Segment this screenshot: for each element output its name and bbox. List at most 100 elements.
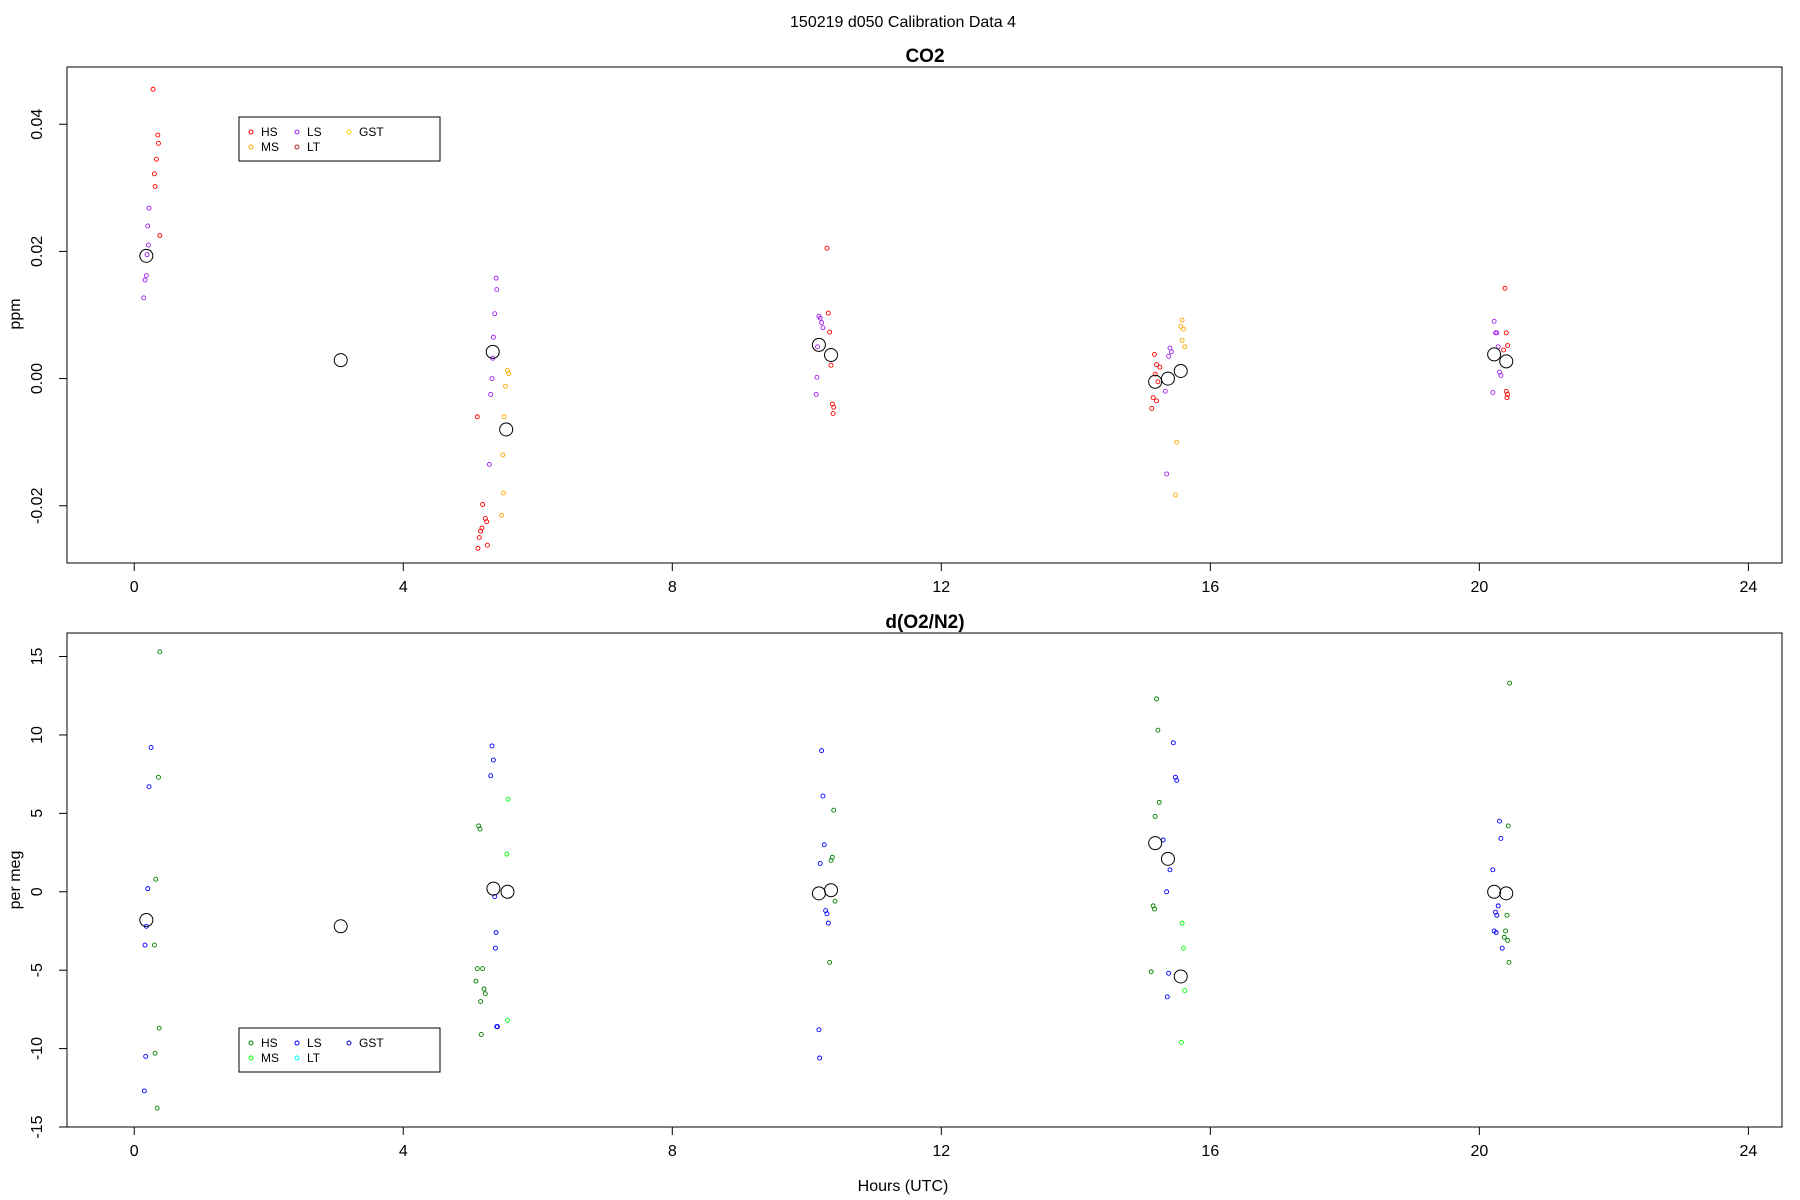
- data-point: [501, 414, 507, 420]
- data-point: [817, 315, 823, 321]
- data-point: [1164, 471, 1170, 477]
- data-point: [153, 156, 159, 162]
- data-point: [825, 310, 831, 316]
- data-point: [1505, 823, 1511, 829]
- data-point: [474, 966, 480, 972]
- data-point: [832, 898, 838, 904]
- data-point: [830, 411, 836, 417]
- data-point: [482, 991, 488, 997]
- legend-label-lt: LT: [307, 1051, 321, 1065]
- data-point: [473, 978, 479, 984]
- y-tick-label: 10: [29, 726, 46, 744]
- data-point: [1505, 343, 1511, 348]
- co2-panel-title: CO2: [905, 46, 944, 67]
- legend-marker: [294, 1040, 300, 1046]
- x-tick-label: 8: [668, 579, 677, 596]
- data-point: [1179, 317, 1185, 323]
- mean-point: [486, 881, 501, 896]
- data-point: [1168, 349, 1174, 355]
- legend-label-hs: HS: [261, 125, 278, 139]
- data-point: [1491, 318, 1497, 324]
- series-hs: [151, 649, 1513, 1111]
- data-point: [1504, 912, 1510, 918]
- data-point: [1149, 406, 1155, 411]
- data-point: [152, 1050, 158, 1056]
- data-point: [480, 966, 486, 972]
- series-ls: [141, 205, 1504, 477]
- data-point: [1166, 353, 1172, 359]
- data-point: [488, 392, 494, 397]
- mean-point: [485, 344, 500, 359]
- data-point: [474, 414, 480, 420]
- mean-point: [1487, 884, 1502, 899]
- data-point: [1167, 867, 1173, 873]
- data-point: [1152, 371, 1158, 377]
- data-point: [1502, 285, 1508, 291]
- data-point: [1164, 994, 1170, 1000]
- data-point: [475, 545, 481, 551]
- data-point: [1164, 889, 1170, 895]
- y-tick-label: -5: [29, 963, 46, 977]
- data-point: [1150, 395, 1156, 401]
- data-point: [813, 392, 819, 397]
- legend-label-ms: MS: [261, 1051, 279, 1065]
- x-tick-label: 16: [1201, 579, 1219, 596]
- mean-point: [1499, 886, 1514, 901]
- mean-point: [1148, 374, 1163, 389]
- data-point: [1152, 906, 1157, 912]
- data-point: [501, 490, 506, 496]
- mean-point: [811, 337, 826, 352]
- data-point: [831, 404, 837, 410]
- data-point: [1154, 362, 1159, 368]
- mean-point: [1160, 371, 1175, 386]
- data-point: [156, 140, 161, 146]
- legend-box: [238, 1027, 441, 1073]
- data-point: [156, 1025, 162, 1031]
- data-point: [157, 233, 163, 238]
- x-tick-label: 24: [1739, 1143, 1757, 1160]
- data-point: [1174, 439, 1180, 445]
- plot-frame: [66, 66, 1783, 564]
- data-point: [157, 649, 163, 655]
- data-point: [505, 1017, 510, 1023]
- data-point: [825, 920, 831, 926]
- data-point: [499, 512, 504, 518]
- legend-label-lt: LT: [307, 140, 321, 154]
- legend-marker: [294, 1055, 300, 1061]
- y-tick-label: -0.02: [29, 487, 46, 524]
- data-point: [490, 334, 496, 340]
- mean-point: [811, 886, 826, 901]
- data-point: [492, 311, 498, 317]
- data-point: [484, 519, 490, 525]
- data-point: [492, 894, 498, 899]
- mean-point: [1487, 347, 1502, 362]
- x-tick-label: 20: [1470, 579, 1488, 596]
- data-point: [141, 295, 147, 301]
- data-point: [480, 502, 486, 507]
- data-point: [815, 344, 821, 350]
- data-point: [1506, 959, 1512, 965]
- data-point: [1501, 347, 1507, 353]
- data-point: [831, 807, 837, 813]
- data-point: [476, 535, 482, 541]
- data-point: [1503, 330, 1509, 336]
- y-tick-label: -15: [29, 1115, 46, 1138]
- o2n2-panel-title: d(O2/N2): [885, 612, 964, 633]
- y-tick-label: 0.04: [29, 109, 46, 140]
- data-point: [148, 745, 154, 750]
- mean-point: [1173, 969, 1188, 984]
- data-point: [1505, 937, 1511, 943]
- x-tick-label: 4: [399, 1143, 408, 1160]
- data-point: [1156, 799, 1162, 805]
- figure-title: 150219 d050 Calibration Data 4: [790, 14, 1016, 31]
- data-point: [1494, 330, 1500, 336]
- o2n2-y-axis-label: per meg: [7, 851, 24, 910]
- data-point: [1495, 903, 1501, 909]
- data-point: [488, 773, 494, 779]
- data-point: [500, 452, 506, 458]
- legend-label-ms: MS: [261, 140, 279, 154]
- x-tick-label: 24: [1739, 579, 1757, 596]
- data-point: [1498, 372, 1504, 378]
- data-point: [1172, 492, 1178, 498]
- data-point: [144, 252, 150, 258]
